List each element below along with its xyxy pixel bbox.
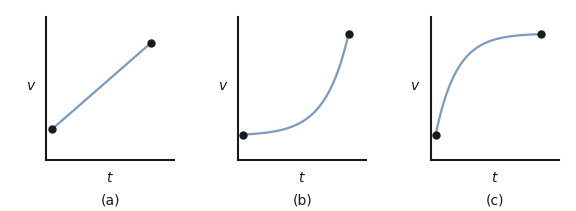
Text: $t$: $t$ — [491, 170, 499, 185]
Text: (c): (c) — [486, 193, 504, 208]
Text: $v$: $v$ — [410, 79, 420, 93]
Text: $t$: $t$ — [298, 170, 306, 185]
Text: $v$: $v$ — [25, 79, 36, 93]
Text: (b): (b) — [293, 193, 312, 208]
Text: $t$: $t$ — [106, 170, 114, 185]
Text: $v$: $v$ — [218, 79, 228, 93]
Text: (a): (a) — [100, 193, 120, 208]
